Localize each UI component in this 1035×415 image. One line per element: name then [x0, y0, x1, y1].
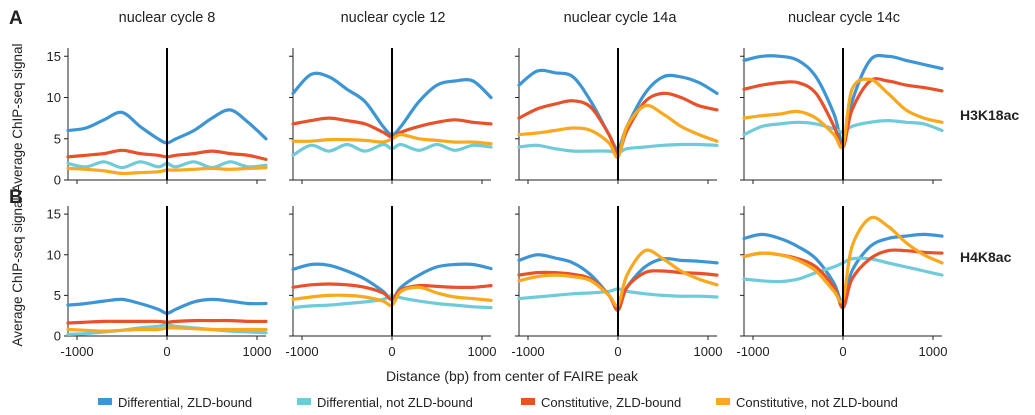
- x-axis-label: Distance (bp) from center of FAIRE peak: [386, 368, 639, 384]
- x-tick-label: 0: [388, 344, 395, 359]
- panel-h3k18ac-nuclear-cycle-14c: [740, 48, 944, 184]
- legend-item-differential-zld: Differential, ZLD-bound: [98, 395, 252, 410]
- x-tick-label: -1000: [511, 344, 544, 359]
- x-tick-label: 0: [839, 344, 846, 359]
- y-tick-label: 0: [54, 329, 61, 344]
- legend-label-constitutive-zld: Constitutive, ZLD-bound: [541, 395, 681, 410]
- y-tick-label: 0: [54, 173, 61, 188]
- y-tick-label: 15: [47, 207, 61, 222]
- legend-item-constitutive-not-zld: Constitutive, not ZLD-bound: [716, 395, 898, 410]
- y-axis-label-row-a: Average ChIP-seq signal: [10, 43, 25, 192]
- panel-h3k18ac-nuclear-cycle-8: 0 5 10 15: [47, 48, 268, 188]
- legend: Differential, ZLD-bound Differential, no…: [98, 395, 898, 410]
- legend-label-differential-not-zld: Differential, not ZLD-bound: [317, 395, 473, 410]
- column-title-cycle-8: nuclear cycle 8: [119, 10, 216, 26]
- legend-item-constitutive-zld: Constitutive, ZLD-bound: [521, 395, 681, 410]
- y-tick-label: 5: [54, 288, 61, 303]
- panel-h3k18ac-nuclear-cycle-12: [289, 48, 493, 184]
- panel-h4k8ac-nuclear-cycle-14c: -1000 0 1000: [736, 206, 947, 359]
- panel-h4k8ac-nuclear-cycle-12: -1000 0 1000: [285, 206, 496, 359]
- panel-h3k18ac-nuclear-cycle-14a: [515, 48, 719, 184]
- x-tick-label: 0: [614, 344, 621, 359]
- x-tick-label: 0: [163, 344, 170, 359]
- x-tick-label: -1000: [60, 344, 93, 359]
- legend-swatch-differential-zld: [98, 398, 112, 405]
- y-tick-label: 10: [47, 247, 61, 262]
- column-title-cycle-14c: nuclear cycle 14c: [788, 10, 900, 26]
- x-tick-label: 1000: [694, 344, 723, 359]
- x-tick-label: -1000: [285, 344, 318, 359]
- x-tick-label: 1000: [243, 344, 272, 359]
- panel-letter-b: B: [9, 187, 23, 208]
- row-label-h3k18ac: H3K18ac: [960, 107, 1019, 123]
- x-tick-label: 1000: [919, 344, 948, 359]
- legend-swatch-constitutive-not-zld: [716, 398, 730, 405]
- legend-swatch-differential-not-zld: [297, 398, 311, 405]
- panel-letter-a: A: [9, 8, 23, 29]
- column-title-cycle-12: nuclear cycle 12: [341, 10, 446, 26]
- legend-label-constitutive-not-zld: Constitutive, not ZLD-bound: [736, 395, 898, 410]
- row-label-h4k8ac: H4K8ac: [960, 249, 1012, 265]
- x-tick-label: -1000: [736, 344, 769, 359]
- legend-item-differential-not-zld: Differential, not ZLD-bound: [297, 395, 473, 410]
- panel-h4k8ac-nuclear-cycle-14a: -1000 0 1000: [511, 206, 722, 359]
- column-title-cycle-14a: nuclear cycle 14a: [564, 10, 678, 26]
- legend-label-differential-zld: Differential, ZLD-bound: [118, 395, 252, 410]
- y-tick-label: 5: [54, 131, 61, 146]
- y-tick-label: 10: [47, 90, 61, 105]
- y-tick-label: 15: [47, 49, 61, 64]
- legend-swatch-constitutive-zld: [521, 398, 535, 405]
- x-tick-label: 1000: [468, 344, 497, 359]
- y-axis-label-row-b: Average ChIP-seq signal: [10, 197, 25, 346]
